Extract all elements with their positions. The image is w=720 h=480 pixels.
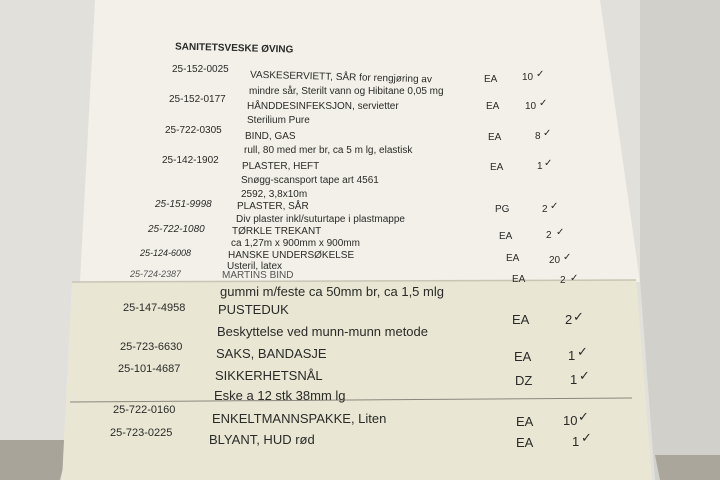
item-unit: EA xyxy=(499,231,513,242)
item-qty: 1 xyxy=(570,372,578,387)
item-code: 25-722-1080 xyxy=(148,224,205,235)
item-detail-2: 2592, 3,8x10m xyxy=(241,189,308,200)
check-mark-icon: ✓ xyxy=(543,128,552,139)
check-mark-icon: ✓ xyxy=(581,431,592,446)
item-name: BLYANT, HUD rød xyxy=(209,432,315,447)
item-code: 25-151-9998 xyxy=(155,199,212,210)
item-code: 25-722-0160 xyxy=(113,404,176,416)
item-detail: gummi m/feste ca 50mm br, ca 1,5 mlg xyxy=(220,284,444,299)
item-name: PLASTER, SÅR xyxy=(237,201,309,212)
item-name: PLASTER, HEFT xyxy=(242,161,320,172)
item-unit: EA xyxy=(486,101,500,112)
item-detail: Snøgg-scansport tape art 4561 xyxy=(241,175,379,186)
item-qty: 2 xyxy=(546,230,552,241)
item-code: 25-723-0225 xyxy=(110,427,173,439)
item-name: PUSTEDUK xyxy=(218,302,289,317)
item-qty: 10 xyxy=(522,72,534,83)
item-code: 25-152-0025 xyxy=(172,64,229,75)
item-qty: 20 xyxy=(549,255,561,266)
item-unit: EA xyxy=(484,74,498,85)
item-name: MARTINS BIND xyxy=(222,271,294,281)
upper-sheet xyxy=(80,0,640,282)
item-name: HANSKE UNDERSØKELSE xyxy=(228,250,355,261)
item-code: 25-723-6630 xyxy=(120,341,183,353)
item-qty: 2 xyxy=(565,312,573,327)
item-qty: 10 xyxy=(563,413,578,428)
divider xyxy=(69,397,633,403)
item-code: 25-722-0305 xyxy=(165,125,222,136)
item-detail: Usteril, latex xyxy=(227,261,283,272)
item-unit: EA xyxy=(516,435,534,450)
item-code: 25-142-1902 xyxy=(162,155,219,166)
check-mark-icon: ✓ xyxy=(563,252,572,263)
item-detail: mindre sår, Sterilt vann og Hibitane 0,0… xyxy=(249,86,444,97)
item-unit: EA xyxy=(514,349,532,364)
item-detail: ca 1,27m x 900mm x 900mm xyxy=(231,238,360,249)
item-unit: EA xyxy=(506,253,520,264)
item-detail: rull, 80 med mer br, ca 5 m lg, elastisk xyxy=(244,145,413,156)
check-mark-icon: ✓ xyxy=(577,345,588,360)
check-mark-icon: ✓ xyxy=(578,410,589,425)
item-unit: DZ xyxy=(515,373,533,388)
item-qty: 2 xyxy=(542,204,548,215)
item-unit: EA xyxy=(512,312,530,327)
item-detail: Div plaster inkl/suturtape i plastmappe xyxy=(236,214,405,225)
item-detail: Eske a 12 stk 38mm lg xyxy=(214,388,346,403)
item-name: SIKKERHETSNÅL xyxy=(215,368,323,383)
item-name: SAKS, BANDASJE xyxy=(216,346,327,361)
item-qty: 8 xyxy=(535,131,541,142)
check-mark-icon: ✓ xyxy=(573,310,584,325)
item-code: 25-101-4687 xyxy=(118,363,181,375)
item-code: 25-724-2387 xyxy=(130,270,182,279)
item-code: 25-124-6008 xyxy=(140,248,192,258)
item-unit: EA xyxy=(516,414,534,429)
item-qty: 10 xyxy=(525,101,537,112)
check-mark-icon: ✓ xyxy=(570,273,579,284)
check-mark-icon: ✓ xyxy=(539,98,548,109)
item-qty: 1 xyxy=(537,161,543,172)
check-mark-icon: ✓ xyxy=(536,69,545,80)
check-mark-icon: ✓ xyxy=(544,158,553,169)
item-unit: EA xyxy=(490,162,504,173)
item-detail: Beskyttelse ved munn-munn metode xyxy=(217,324,428,339)
lower-sheet xyxy=(62,280,652,480)
check-mark-icon: ✓ xyxy=(556,227,565,238)
item-qty: 1 xyxy=(572,434,580,449)
item-unit: PG xyxy=(495,204,510,215)
check-mark-icon: ✓ xyxy=(550,201,559,212)
item-code: 25-152-0177 xyxy=(169,94,226,105)
item-detail: Sterilium Pure xyxy=(247,115,310,126)
item-qty: 2 xyxy=(560,275,566,286)
check-mark-icon: ✓ xyxy=(579,369,590,384)
item-unit: EA xyxy=(488,132,502,143)
item-code: 25-147-4958 xyxy=(123,302,186,314)
item-name: ENKELTMANNSPAKKE, Liten xyxy=(212,411,387,426)
item-unit: EA xyxy=(512,274,526,285)
item-name: HÅNDDESINFEKSJON, servietter xyxy=(247,101,399,112)
item-name: TØRKLE TREKANT xyxy=(232,226,322,237)
item-name: BIND, GAS xyxy=(245,131,296,142)
item-qty: 1 xyxy=(568,348,576,363)
